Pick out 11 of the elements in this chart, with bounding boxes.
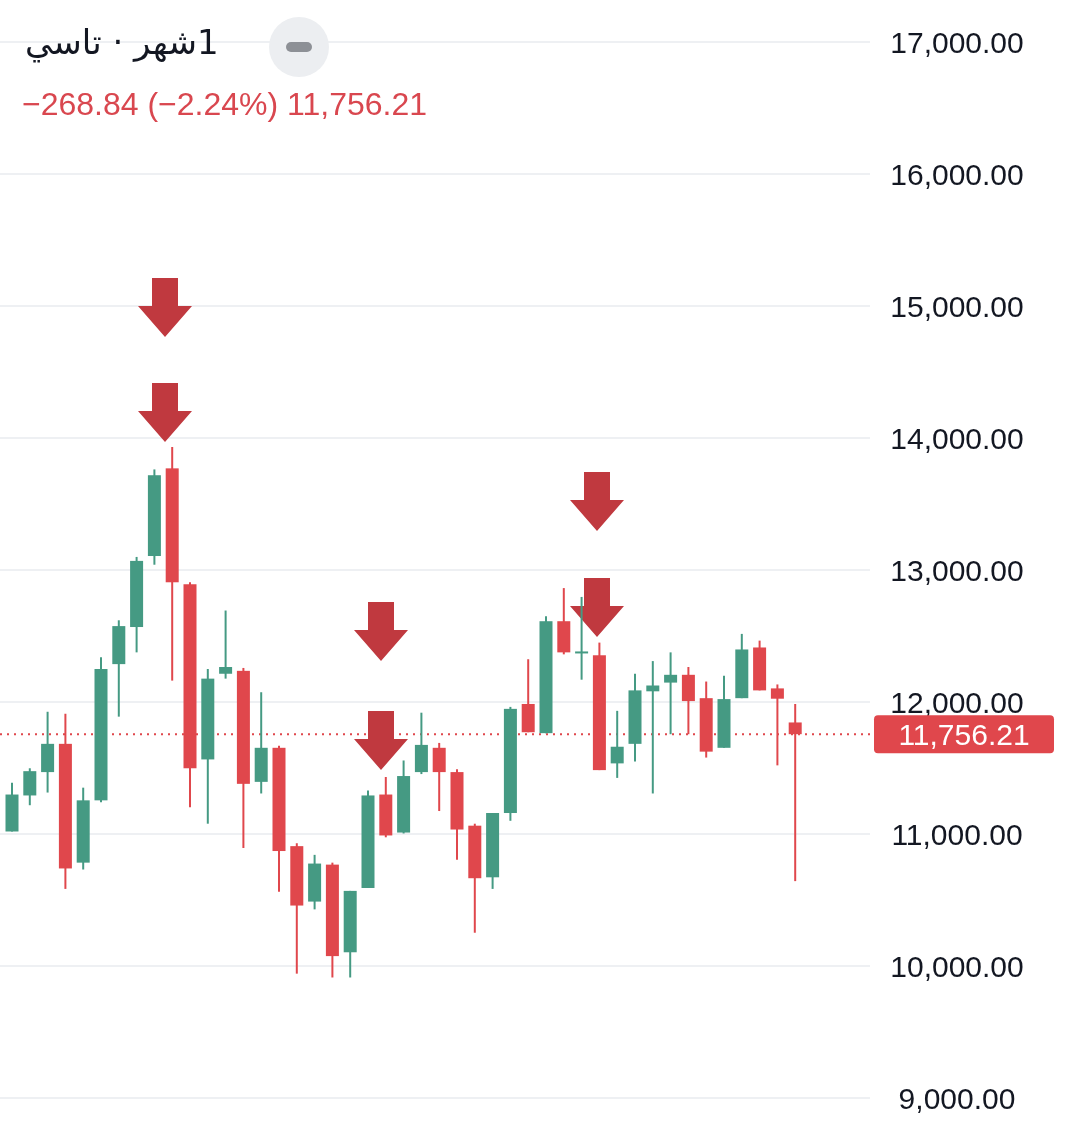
y-tick-label: 13,000.00 xyxy=(890,554,1024,587)
y-tick-label: 9,000.00 xyxy=(898,1082,1016,1115)
y-tick-label: 11,000.00 xyxy=(891,818,1023,851)
text: −268.84 (−2.24%) 11,756.21 xyxy=(22,86,428,123)
y-tick-label: 15,000.00 xyxy=(890,290,1024,323)
y-tick-label: 14,000.00 xyxy=(890,422,1024,455)
y-tick-label: 10,000.00 xyxy=(890,950,1024,983)
y-tick-label: 17,000.00 xyxy=(890,26,1024,59)
chart-title: 1شهر · تاسي xyxy=(25,22,219,62)
y-tick-label: 16,000.00 xyxy=(890,158,1024,191)
ref-line-label: 11,756.21 xyxy=(898,718,1030,752)
